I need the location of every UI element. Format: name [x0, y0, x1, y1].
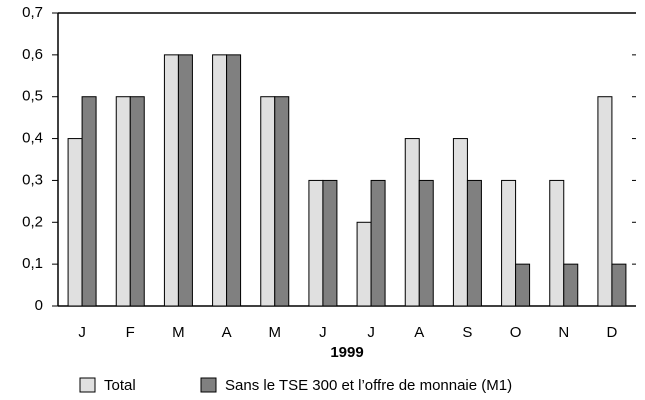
x-tick-label: J: [78, 324, 86, 341]
bar: [452, 138, 468, 307]
bar: [501, 179, 517, 307]
x-tick-label: S: [462, 324, 472, 341]
legend-swatch: [79, 377, 96, 393]
bar: [370, 179, 386, 307]
bar: [308, 179, 324, 307]
y-tick-label: 0,4: [22, 130, 43, 147]
bar: [322, 179, 338, 307]
legend-label: Total: [104, 377, 136, 394]
bar: [212, 54, 228, 307]
y-tick-label: 0,3: [22, 171, 43, 188]
x-tick-label: A: [222, 324, 232, 341]
bar: [356, 221, 372, 307]
bar: [549, 179, 565, 307]
bar: [226, 54, 242, 307]
bar: [260, 96, 276, 307]
bar: [418, 179, 434, 307]
y-tick-label: 0,1: [22, 255, 43, 272]
bar: [163, 54, 179, 307]
y-tick-label: 0,7: [22, 4, 43, 21]
bar: [274, 96, 290, 307]
x-tick-label: F: [126, 324, 135, 341]
bar: [67, 138, 83, 307]
bar: [81, 96, 97, 307]
bar: [563, 263, 579, 307]
bar: [177, 54, 193, 307]
x-tick-label: J: [319, 324, 327, 341]
x-tick-label: O: [510, 324, 522, 341]
y-tick-label: 0,5: [22, 88, 43, 105]
bar: [515, 263, 531, 307]
x-axis-label: 1999: [330, 344, 363, 361]
bar: [466, 179, 482, 307]
x-tick-label: J: [367, 324, 375, 341]
bar: [611, 263, 627, 307]
y-tick-label: 0: [35, 297, 43, 314]
legend-label: Sans le TSE 300 et l’offre de monnaie (M…: [225, 377, 512, 394]
bar: [129, 96, 145, 307]
bar: [404, 138, 420, 307]
x-tick-label: A: [414, 324, 424, 341]
x-tick-label: M: [269, 324, 282, 341]
y-tick-label: 0,2: [22, 213, 43, 230]
x-tick-label: D: [606, 324, 617, 341]
legend-swatch: [200, 377, 217, 393]
y-tick-label: 0,6: [22, 46, 43, 63]
x-tick-label: N: [558, 324, 569, 341]
bar: [115, 96, 131, 307]
x-tick-label: M: [172, 324, 185, 341]
bar: [597, 96, 613, 307]
